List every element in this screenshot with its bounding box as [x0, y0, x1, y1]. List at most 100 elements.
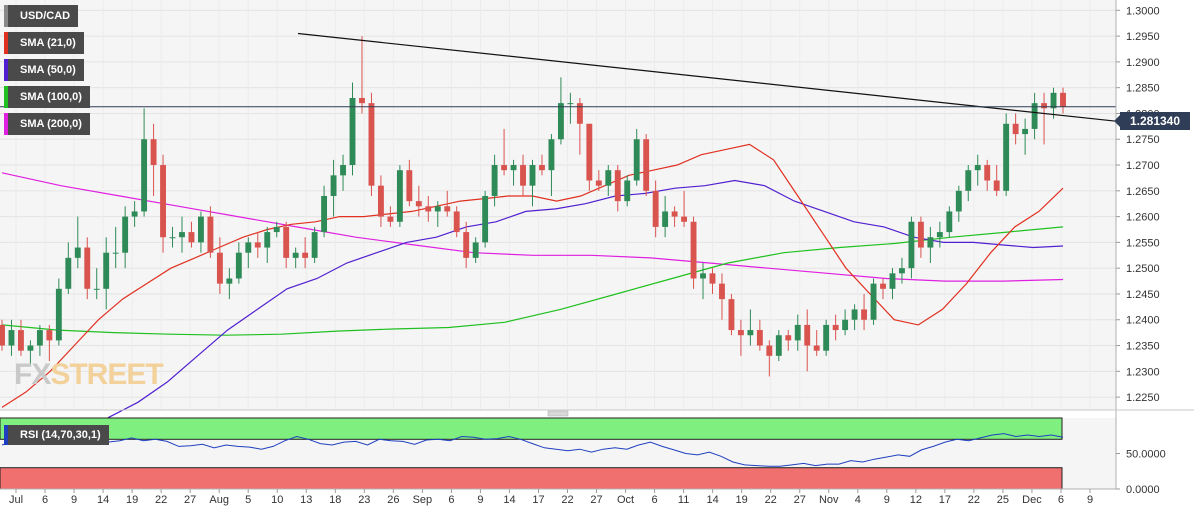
candle-body: [55, 288, 62, 341]
x-tick-label: 17: [939, 494, 951, 506]
grid-layer: [0, 9, 1116, 398]
y-tick-label: 1.2700: [1126, 160, 1160, 172]
candle-body: [283, 226, 290, 258]
main-plot-background: [0, 0, 1116, 410]
candle-body: [652, 190, 659, 227]
x-tick-label: 14: [707, 494, 719, 506]
candle-body: [870, 283, 877, 320]
candle-body: [889, 273, 896, 289]
x-tick-label: 18: [329, 494, 341, 506]
fxstreet-watermark: FXSTREET: [14, 358, 164, 392]
candle-body: [74, 247, 81, 258]
y-tick-label: 1.2650: [1126, 186, 1160, 198]
candle-body: [880, 283, 886, 289]
candle-body: [46, 330, 53, 341]
candle-body: [359, 97, 365, 104]
candle-body: [406, 170, 413, 202]
candle-body: [112, 252, 119, 254]
legend-sma-50[interactable]: SMA (50,0): [4, 59, 84, 81]
candle-body: [340, 165, 346, 176]
candle-body: [917, 221, 924, 248]
candle-body: [766, 345, 773, 356]
x-tick-label: 26: [387, 494, 399, 506]
legend-sma-100[interactable]: SMA (100,0): [4, 86, 90, 108]
candle-body: [330, 175, 337, 196]
rsi-layer: [0, 417, 1064, 490]
x-tick-label: 25: [997, 494, 1009, 506]
candle-body: [245, 242, 252, 253]
rsi-y-tick-label: 0.0000: [1126, 484, 1160, 496]
candle-body: [747, 330, 754, 336]
y-tick-label: 1.2300: [1126, 366, 1160, 378]
candle-body: [633, 139, 640, 181]
candle-body: [131, 211, 138, 217]
candle-body: [415, 201, 422, 207]
candle-body: [0, 324, 5, 346]
candle-body: [93, 288, 100, 290]
candle-body: [444, 206, 451, 212]
candle-body: [501, 165, 508, 171]
candle-body: [482, 195, 489, 243]
x-tick-label: 6: [1058, 494, 1064, 506]
candle-body: [453, 211, 460, 233]
x-tick-label: 11: [678, 494, 689, 506]
watermark-street: STREET: [50, 358, 163, 391]
candle-body: [188, 232, 195, 243]
legend-sma-200[interactable]: SMA (200,0): [4, 113, 90, 135]
candle-body: [567, 103, 574, 105]
candle-body: [216, 252, 223, 284]
x-tick-label: 10: [271, 494, 283, 506]
candle-body: [122, 216, 129, 253]
candle-body: [719, 283, 725, 300]
legend-usdcad[interactable]: USD/CAD: [4, 5, 79, 27]
candle-body: [671, 211, 678, 217]
candle-body: [794, 324, 801, 341]
x-tick-label: 23: [358, 494, 370, 506]
x-tick-label: 13: [300, 494, 312, 506]
candle-body: [425, 206, 432, 212]
rsi-line: [1, 433, 1064, 467]
x-tick-label: 9: [477, 494, 483, 506]
candle-body: [700, 273, 706, 279]
candle-body: [899, 268, 905, 274]
x-tick-label: 6: [448, 494, 454, 506]
x-tick-label: 9: [884, 494, 890, 506]
x-tick-label: 22: [968, 494, 980, 506]
x-tick-label: 19: [736, 494, 748, 506]
x-tick-label: 5: [245, 494, 251, 506]
x-tick-label: 22: [155, 494, 167, 506]
candle-body: [586, 123, 593, 181]
rsi-label[interactable]: RSI (14,70,30,1): [4, 425, 109, 445]
x-tick-label: 22: [765, 494, 777, 506]
candle-body: [681, 216, 688, 222]
x-tick-label: 6: [42, 494, 48, 506]
candle-body: [690, 221, 697, 279]
y-tick-label: 1.2350: [1126, 341, 1160, 353]
candle-body: [150, 139, 157, 166]
x-tick-label: 27: [794, 494, 806, 506]
x-tick-label: 27: [184, 494, 196, 506]
candle-body: [141, 139, 148, 212]
x-tick-label: Jul: [9, 494, 23, 506]
candle-body: [36, 330, 43, 346]
candle-body: [1060, 92, 1066, 107]
candle-layer: [0, 36, 1066, 377]
y-tick-label: 1.2550: [1126, 237, 1160, 249]
y-tick-label: 1.2850: [1126, 83, 1160, 95]
candle-body: [1003, 123, 1010, 191]
sma-100-line: [1, 226, 1064, 336]
y-tick-label: 1.2450: [1126, 289, 1160, 301]
y-tick-label: 1.3000: [1126, 5, 1160, 17]
candle-body: [292, 252, 299, 258]
candle-body: [861, 309, 867, 320]
x-tick-label: 9: [1087, 494, 1093, 506]
candle-body: [842, 319, 849, 331]
current-price-badge: 1.281340: [1114, 112, 1190, 130]
candle-body: [823, 324, 830, 351]
candle-body: [993, 180, 1000, 191]
candle-body: [529, 165, 536, 186]
y-tick-label: 1.2250: [1126, 392, 1160, 404]
legend-sma-21[interactable]: SMA (21,0): [4, 32, 84, 54]
y-tick-label: 1.2900: [1126, 57, 1160, 69]
overlay-layer: [0, 32, 1117, 122]
